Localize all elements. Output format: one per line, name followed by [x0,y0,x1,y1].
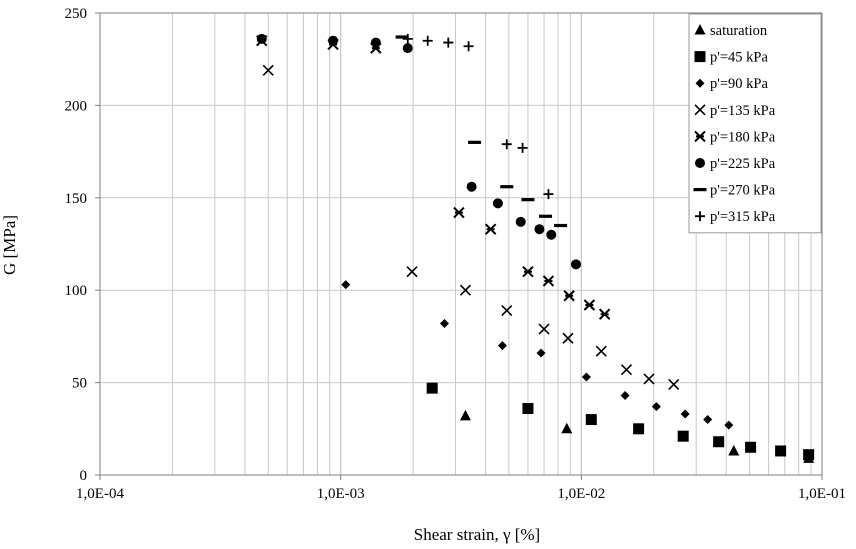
data-point-plus [501,139,512,150]
data-point-circle [546,229,557,240]
data-point-square [677,430,689,442]
data-point-diamond [724,420,734,430]
x-tick-label: 1,0E-03 [317,486,365,502]
data-point-x [620,364,633,376]
data-point-square [426,382,438,394]
x-axis-title: Shear strain, γ [%] [414,525,540,544]
data-point-triangle [728,444,740,456]
data-point-circle [370,37,381,48]
data-point-x [459,284,472,296]
data-point-diamond [497,341,507,351]
data-point-plus [463,41,474,52]
legend-label: p'=315 kPa [710,209,776,225]
data-point-diamond [620,391,630,401]
data-point-square [745,441,757,453]
data-point-circle [570,259,581,270]
legend-label: saturation [710,23,768,39]
legend-marker-dash [693,188,707,192]
y-tick-label: 200 [65,98,88,114]
x-tick-label: 1,0E-02 [557,486,605,502]
data-point-dash [521,198,535,202]
data-point-asterisk-x [522,266,534,278]
legend-marker-x [694,104,706,116]
data-point-x [406,266,418,278]
data-point-asterisk-x [453,206,465,219]
data-point-plus [443,37,454,48]
data-point-plus [543,189,554,200]
legend-label: p'=135 kPa [710,103,776,119]
data-point-plus [517,142,528,153]
data-point-x [562,332,574,344]
legend-marker-circle [695,158,705,168]
data-point-circle [492,198,503,209]
data-point-dash [395,35,409,39]
data-point-dash [468,140,482,144]
data-point-x [262,64,274,76]
data-point-diamond [703,415,713,425]
data-point-dash [554,223,568,228]
data-point-asterisk-x [542,275,555,287]
data-points [256,33,815,463]
data-point-dash [500,185,514,189]
data-point-triangle [561,422,573,434]
legend-marker-diamond [695,78,705,88]
data-point-x [595,345,607,357]
y-tick-label: 50 [72,376,87,392]
data-point-x [643,373,655,385]
data-point-asterisk-x [563,290,575,302]
data-point-square [585,414,597,426]
data-point-asterisk-x [583,299,596,311]
data-point-square [633,423,645,435]
y-tick-label: 100 [65,283,88,299]
data-point-diamond [536,348,546,358]
data-point-circle [515,216,526,227]
legend-label: p'=180 kPa [710,129,776,145]
data-point-asterisk-x [598,308,611,320]
legend-marker-asterisk-x [694,130,706,143]
data-point-circle [256,33,267,44]
data-point-square [522,402,534,414]
legend: saturation p'=45 kPa p'=90 kPa p'=135 kPa p'… [688,13,822,234]
y-tick-label: 250 [65,6,88,22]
legend-marker-square [694,51,706,63]
data-point-asterisk-x [484,223,497,235]
y-axis-title: G [MPa] [0,215,19,275]
data-point-square [775,445,787,457]
data-point-plus [402,33,413,44]
tick-labels: 1,0E-04 1,0E-03 1,0E-02 1,0E-01 0 50 100 150 200… [65,6,846,502]
legend-marker-triangle [694,24,706,35]
legend-label: p'=45 kPa [710,50,768,66]
data-point-plus [422,35,433,46]
y-tick-label: 150 [65,191,88,207]
data-point-diamond [341,280,351,290]
legend-label: p'=225 kPa [710,156,776,172]
data-point-dash [539,214,553,218]
data-point-diamond [439,318,449,328]
axes [95,12,823,480]
data-point-square [713,436,725,448]
data-point-x [668,378,680,391]
data-point-triangle [459,409,471,421]
legend-box [688,13,822,234]
data-point-circle [402,43,413,54]
y-tick-label: 0 [80,468,88,484]
data-point-square [803,449,815,461]
data-point-circle [466,181,477,192]
data-point-x [501,304,513,317]
data-point-diamond [680,409,690,419]
legend-marker-plus [695,211,705,222]
legend-label: p'=270 kPa [710,183,776,199]
legend-label: p'=90 kPa [710,76,768,92]
data-point-diamond [581,372,591,382]
x-tick-label: 1,0E-01 [798,486,846,502]
data-point-circle [328,35,339,46]
data-point-diamond [651,402,661,412]
data-point-x [538,323,550,335]
x-tick-label: 1,0E-04 [76,486,124,502]
data-point-circle [534,224,545,235]
